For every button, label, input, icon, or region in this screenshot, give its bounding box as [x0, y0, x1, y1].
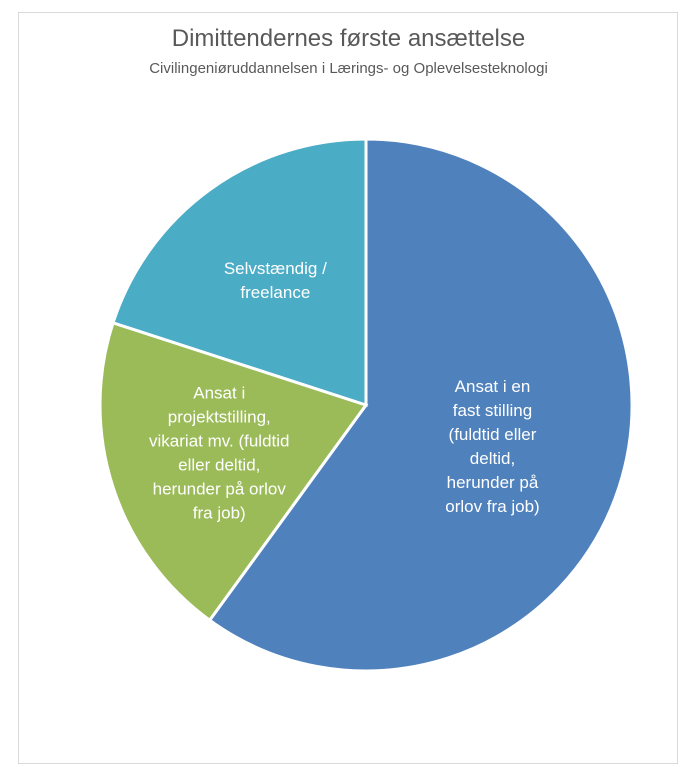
- slice-label-line: herunder på: [447, 473, 539, 492]
- chart-subtitle: Civilingeniøruddannelsen i Lærings- og O…: [149, 60, 548, 77]
- chart-title: Dimittendernes første ansættelse: [171, 25, 526, 52]
- slice-label-line: fast stilling: [453, 401, 532, 420]
- slice-label-line: Ansat i en: [455, 377, 531, 396]
- slice-label-line: (fuldtid eller: [449, 425, 537, 444]
- slice-label-line: vikariat mv. (fuldtid: [149, 432, 289, 451]
- slice-label-line: deltid,: [470, 449, 515, 468]
- pie-slice: [207, 137, 634, 673]
- slice-label: Ansat i projektstilling, vikariat mv. (ful…: [149, 384, 289, 523]
- slice-label: Selvstændig / freelance: [224, 259, 327, 302]
- slice-label-line: Ansat i: [193, 384, 245, 403]
- slice-label-line: herunder på orlov: [153, 480, 287, 499]
- slice-label-line: eller deltid,: [178, 456, 260, 475]
- slice-label-line: Selvstændig /: [224, 259, 327, 278]
- slice-label-line: freelance: [240, 283, 310, 302]
- pie-slice: [111, 137, 368, 408]
- pie-slice: [98, 320, 369, 623]
- slice-label-line: projektstilling,: [168, 408, 271, 427]
- slice-label: Ansat i en fast stilling (fuldtid eller del…: [445, 377, 539, 516]
- slice-label-line: fra job): [193, 504, 246, 523]
- slice-label-line: orlov fra job): [445, 497, 539, 516]
